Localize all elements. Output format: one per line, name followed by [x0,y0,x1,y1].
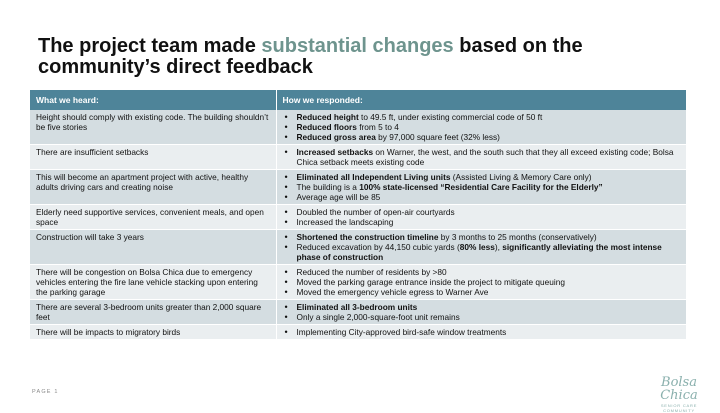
response-bullet: Reduced height to 49.5 ft, under existin… [281,112,682,122]
response-bullet: Implementing City-approved bird-safe win… [281,327,682,337]
heard-cell: This will become an apartment project wi… [30,169,277,205]
heard-cell: There will be impacts to migratory birds [30,324,277,340]
response-cell: Doubled the number of open-air courtyard… [276,204,687,230]
response-text: Reduced excavation by 44,150 cubic yards… [296,242,460,252]
page-title: The project team made substantial change… [38,36,688,78]
response-text: Moved the emergency vehicle egress to Wa… [296,287,489,297]
response-text: (Assisted Living & Memory Care only) [450,172,592,182]
table-row: Elderly need supportive services, conven… [30,204,687,230]
table-body: Height should comply with existing code.… [30,110,687,340]
response-bullet: Average age will be 85 [281,192,682,202]
response-bullet: Reduced excavation by 44,150 cubic yards… [281,242,682,262]
table-row: Construction will take 3 years Shortened … [30,229,687,265]
response-bullet: Increased the landscaping [281,217,682,227]
response-bullet: Reduced the number of residents by >80 [281,267,682,277]
response-bullet: Eliminated all 3-bedroom units [281,302,682,312]
table-row: There are several 3-bedroom units greate… [30,299,687,325]
table-row: There will be impacts to migratory birds… [30,324,687,340]
response-text: by 3 months to 25 months (conservatively… [438,232,597,242]
response-highlight: Reduced floors [296,122,357,132]
response-bullet: Eliminated all Independent Living units … [281,172,682,182]
response-text: Only a single 2,000-square-foot unit rem… [296,312,460,322]
response-text: Doubled the number of open-air courtyard… [296,207,455,217]
logo: Bolsa Chica SENIOR CARE COMMUNITY [644,376,714,413]
table-header-row: What we heard: How we responded: [30,90,687,110]
heard-cell: There are insufficient setbacks [30,144,277,170]
response-text: Average age will be 85 [296,192,381,202]
page-number: PAGE 1 [32,389,59,395]
response-text: The building is a [296,182,360,192]
response-highlight: 100% state-licensed “Residential Care Fa… [359,182,603,192]
response-bullet: Moved the parking garage entrance inside… [281,277,682,287]
response-bullet: Shortened the construction timeline by 3… [281,232,682,242]
response-text: ), [494,242,503,252]
heard-cell: Elderly need supportive services, conven… [30,204,277,230]
response-text: by 97,000 square feet (32% less) [375,132,500,142]
response-highlight: Shortened the construction timeline [296,232,439,242]
heard-cell: There are several 3-bedroom units greate… [30,299,277,325]
response-text: Increased the landscaping [296,217,394,227]
response-cell: Reduced the number of residents by >80Mo… [276,264,687,300]
heard-cell: There will be congestion on Bolsa Chica … [30,264,277,300]
response-text: on Warner, the west, and the south such … [296,147,674,167]
table-row: There will be congestion on Bolsa Chica … [30,264,687,300]
heard-cell: Construction will take 3 years [30,229,277,265]
response-bullet: Moved the emergency vehicle egress to Wa… [281,287,682,297]
response-cell: Implementing City-approved bird-safe win… [276,324,687,340]
response-bullet: Only a single 2,000-square-foot unit rem… [281,312,682,322]
header-what-we-heard: What we heard: [30,90,277,110]
response-bullet: Doubled the number of open-air courtyard… [281,207,682,217]
header-how-we-responded: How we responded: [276,90,687,110]
logo-script: Bolsa Chica [660,375,698,403]
response-cell: Eliminated all Independent Living units … [276,169,687,205]
response-cell: Shortened the construction timeline by 3… [276,229,687,265]
response-highlight: Increased setbacks [296,147,374,157]
title-after: based on the community’s direct feedback [38,35,583,78]
feedback-table: What we heard: How we responded: Height … [30,90,687,340]
response-highlight: significantly alleviating the most inten… [296,242,662,262]
response-bullet: Increased setbacks on Warner, the west, … [281,147,682,167]
response-highlight: Reduced gross area [296,132,376,142]
table-row: Height should comply with existing code.… [30,110,687,145]
response-cell: Increased setbacks on Warner, the west, … [276,144,687,170]
response-text: Implementing City-approved bird-safe win… [296,327,507,337]
table-row: This will become an apartment project wi… [30,169,687,205]
response-highlight: Eliminated all 3-bedroom units [296,302,418,312]
response-text: from 5 to 4 [356,122,399,132]
response-bullet: Reduced floors from 5 to 4 [281,122,682,132]
response-bullet: The building is a 100% state-licensed “R… [281,182,682,192]
response-bullet: Reduced gross area by 97,000 square feet… [281,132,682,142]
response-highlight: Eliminated all Independent Living units [296,172,451,182]
title-before: The project team made [38,35,262,57]
response-highlight: Reduced height [296,112,359,122]
response-cell: Eliminated all 3-bedroom unitsOnly a sin… [276,299,687,325]
response-text: Moved the parking garage entrance inside… [296,277,565,287]
response-cell: Reduced height to 49.5 ft, under existin… [276,110,687,145]
response-highlight: 80% less [459,242,495,252]
heard-cell: Height should comply with existing code.… [30,110,277,145]
response-text: Reduced the number of residents by >80 [296,267,447,277]
response-text: to 49.5 ft, under existing commercial co… [358,112,543,122]
title-accent: substantial changes [261,35,454,57]
table-row: There are insufficient setbacksIncreased… [30,144,687,170]
